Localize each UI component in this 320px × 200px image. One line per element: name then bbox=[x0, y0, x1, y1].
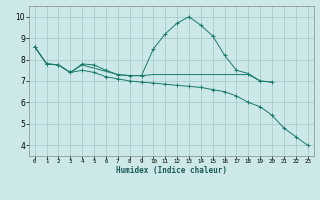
X-axis label: Humidex (Indice chaleur): Humidex (Indice chaleur) bbox=[116, 166, 227, 175]
